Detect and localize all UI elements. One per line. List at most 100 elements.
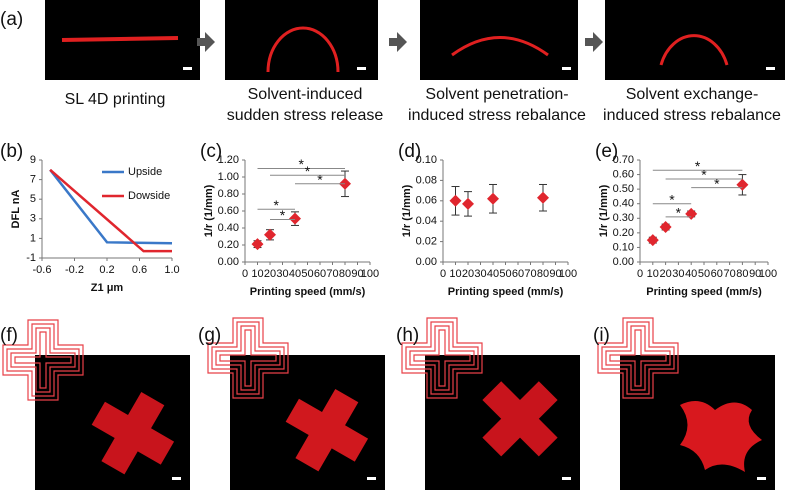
panel-label: (i)	[593, 325, 610, 346]
x-tick-label: 10	[251, 268, 263, 280]
significance-label: *	[274, 197, 280, 213]
line-series	[49, 169, 173, 245]
x-tick-label: 90	[549, 268, 561, 280]
y-tick-label: 0.02	[416, 236, 437, 248]
significance-label: *	[701, 167, 707, 183]
x-tick-label: -0.2	[65, 264, 84, 276]
panel-label: (d)	[398, 141, 421, 162]
y-tick-label: 0.10	[613, 241, 634, 253]
x-tick-label: 70	[524, 268, 536, 280]
y-tick-label: 0.30	[613, 212, 634, 224]
caption: Solvent-induced	[248, 86, 363, 103]
x-tick-label: 0.2	[99, 264, 114, 276]
x-tick-label: 100	[759, 268, 777, 280]
data-point	[736, 178, 749, 191]
x-tick-label: 60	[512, 268, 524, 280]
y-tick-label: 0.08	[416, 174, 437, 186]
x-tick-label: 50	[698, 268, 710, 280]
y-tick-label: 0.00	[416, 256, 437, 268]
y-tick-label: 0.04	[416, 215, 437, 227]
x-tick-label: 30	[276, 268, 288, 280]
y-tick-label: 1.20	[218, 154, 239, 166]
data-point	[685, 207, 698, 220]
x-tick-label: 80	[537, 268, 549, 280]
caption: Solvent penetration-	[425, 86, 568, 103]
significance-label: *	[714, 175, 720, 191]
data-point	[462, 197, 474, 210]
x-tick-label: 40	[289, 268, 301, 280]
y-tick-label: -1	[26, 252, 36, 264]
x-tick-label: 20	[659, 268, 671, 280]
y-tick-label: 0.10	[416, 154, 437, 166]
data-point	[537, 191, 549, 204]
x-tick-label: 10	[449, 268, 461, 280]
x-tick-label: 60	[711, 268, 723, 280]
x-tick-label: 50	[301, 268, 313, 280]
y-tick-label: 0.40	[218, 222, 239, 234]
y-tick-label: 0.60	[218, 205, 239, 217]
data-point	[659, 221, 672, 234]
data-point	[487, 192, 499, 205]
x-tick-label: 20	[462, 268, 474, 280]
data-point	[264, 228, 276, 241]
x-tick-label: 80	[736, 268, 748, 280]
x-tick-label: 1.0	[164, 264, 179, 276]
y-tick-label: 0.20	[613, 227, 634, 239]
y-tick-label: 0.06	[416, 195, 437, 207]
x-axis-label: Z1 μm	[91, 282, 124, 294]
y-tick-label: 0.80	[218, 188, 239, 200]
y-tick-label: 3	[30, 213, 36, 225]
caption: Solvent exchange-	[626, 86, 759, 103]
x-tick-label: 0	[242, 268, 248, 280]
panel-label: (a)	[0, 9, 23, 30]
x-tick-label: 20	[264, 268, 276, 280]
photo-row-f-i	[2, 317, 775, 490]
y-tick-label: 0.70	[613, 154, 634, 166]
charts: (b) -1 1 3 5 7 9 -0.6 -0.2 0.2 0.6 1.0 Z1 μm DFL nA Up…	[0, 141, 777, 298]
x-axis-label: Printing speed (mm/s)	[646, 286, 762, 298]
legend-label: Dowside	[128, 190, 170, 202]
y-tick-label: 7	[30, 174, 36, 186]
caption: sudden stress release	[227, 107, 384, 124]
y-tick-label: 0.50	[613, 183, 634, 195]
x-tick-label: 100	[559, 268, 577, 280]
y-tick-label: 0.60	[613, 168, 634, 180]
x-tick-label: 80	[339, 268, 351, 280]
chart: (e) 0.00 0.10 0.20 0.30 0.40 0.50 0.60 0.70 0 10 20…	[595, 141, 777, 298]
y-axis-label: 1/r (1/mm)	[203, 184, 215, 237]
x-tick-label: 70	[723, 268, 735, 280]
x-tick-label: 0.6	[132, 264, 147, 276]
data-point	[646, 234, 659, 247]
caption: SL 4D printing	[65, 91, 166, 108]
y-tick-label: 0.20	[218, 239, 239, 251]
chart: (b) -1 1 3 5 7 9 -0.6 -0.2 0.2 0.6 1.0 Z1 μm DFL nA Up…	[0, 141, 180, 294]
significance-label: *	[280, 207, 286, 223]
significance-label: *	[305, 163, 311, 179]
caption: induced stress rebalance	[408, 107, 586, 124]
panel-label: (c)	[200, 141, 222, 162]
x-tick-label: 0	[637, 268, 643, 280]
x-tick-label: 0	[440, 268, 446, 280]
significance-label: *	[695, 158, 701, 174]
y-tick-label: 1	[30, 232, 36, 244]
chart: (c) 0.00 0.20 0.40 0.60 0.80 1.00 1.20 0 10 20 30 40…	[200, 141, 379, 298]
panel-label: (b)	[0, 141, 23, 162]
data-point	[251, 238, 264, 251]
x-tick-label: 40	[487, 268, 499, 280]
y-tick-label: 1.00	[218, 171, 239, 183]
panel-label: (e)	[595, 141, 618, 162]
line-series	[49, 168, 172, 253]
panel-label: (g)	[198, 325, 221, 346]
x-tick-label: 50	[499, 268, 511, 280]
y-axis-label: 1/r (1/mm)	[598, 184, 610, 237]
y-axis-label: 1/r (1/mm)	[401, 184, 413, 237]
significance-label: *	[669, 191, 675, 207]
data-point	[289, 212, 301, 225]
x-tick-label: -0.6	[33, 264, 52, 276]
x-tick-label: 90	[749, 268, 761, 280]
x-tick-label: 90	[351, 268, 363, 280]
y-tick-label: 0.00	[613, 256, 634, 268]
x-tick-label: 30	[474, 268, 486, 280]
y-axis-label: DFL nA	[10, 189, 22, 228]
